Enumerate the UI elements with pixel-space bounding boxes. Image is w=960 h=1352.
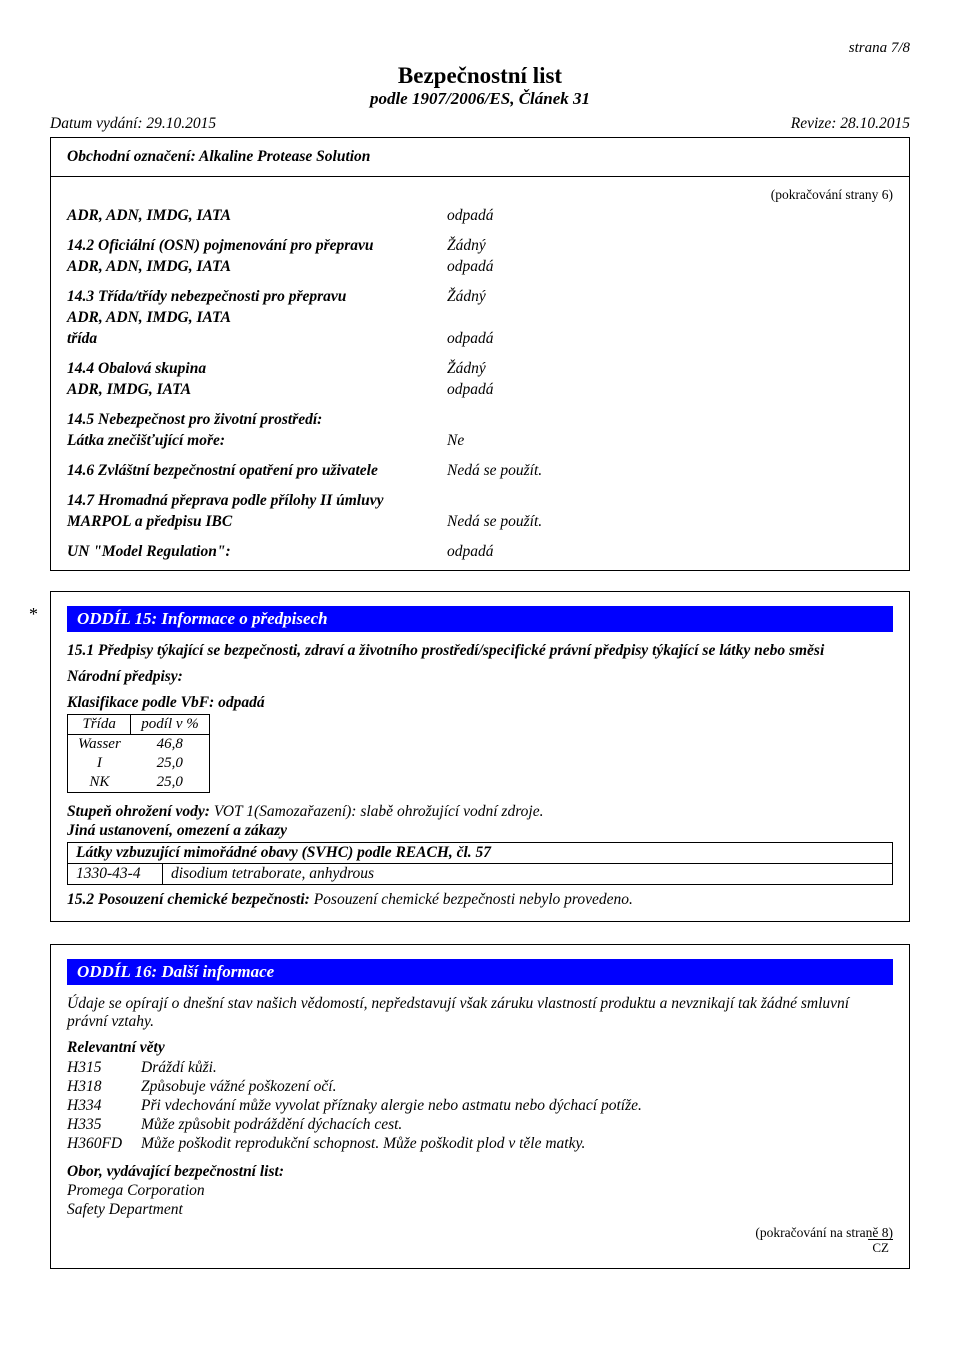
- h-phrase: H318Způsobuje vážné poškození očí.: [67, 1078, 893, 1096]
- s15-assessment: 15.2 Posouzení chemické bezpečnosti: Pos…: [67, 891, 893, 909]
- doc-title: Bezpečnostní list: [50, 63, 910, 89]
- kv-label: 14.2 Oficiální (OSN) pojmenování pro pře…: [67, 237, 447, 255]
- kv-label: UN "Model Regulation":: [67, 543, 447, 561]
- revision-date: Revize: 28.10.2015: [791, 115, 910, 133]
- table-cell: 25,0: [131, 754, 210, 773]
- s15-water: Stupeň ohrožení vody: VOT 1(Samozařazení…: [67, 803, 893, 821]
- issuer-org: Promega Corporation: [67, 1182, 893, 1200]
- kv-value: odpadá: [447, 258, 494, 276]
- section-15-box: * ODDÍL 15: Informace o předpisech 15.1 …: [50, 591, 910, 922]
- kv-value: Ne: [447, 432, 464, 450]
- th-pct: podíl v %: [131, 715, 210, 735]
- section-16-header: ODDÍL 16: Další informace: [67, 959, 893, 985]
- section-16-box: ODDÍL 16: Další informace Údaje se opíra…: [50, 944, 910, 1269]
- kv-value: odpadá: [447, 330, 494, 348]
- s15-p1: 15.1 Předpisy týkající se bezpečnosti, z…: [67, 642, 893, 660]
- table-cell: NK: [68, 773, 131, 793]
- h-phrase: H315Dráždí kůži.: [67, 1059, 893, 1077]
- table-cell: 25,0: [131, 773, 210, 793]
- issuer-dept: Safety Department: [67, 1201, 893, 1219]
- kv-label: ADR, IMDG, IATA: [67, 381, 447, 399]
- star-marker: *: [29, 604, 38, 625]
- kv-value: Žádný: [447, 237, 486, 255]
- section-15-header: ODDÍL 15: Informace o předpisech: [67, 606, 893, 632]
- s15-p2: Národní předpisy:: [67, 668, 893, 686]
- doc-subtitle: podle 1907/2006/ES, Článek 31: [50, 89, 910, 109]
- kv-value: odpadá: [447, 381, 494, 399]
- svhc-box: Látky vzbuzující mimořádné obavy (SVHC) …: [67, 842, 893, 885]
- vbf-table: Třídapodíl v % Wasser46,8 I25,0 NK25,0: [67, 714, 210, 793]
- kv-value: Nedá se použít.: [447, 513, 542, 531]
- h-phrase: H335Může způsobit podráždění dýchacích c…: [67, 1116, 893, 1134]
- kv-label: MARPOL a předpisu IBC: [67, 513, 447, 531]
- kv-value: Žádný: [447, 360, 486, 378]
- table-cell: 46,8: [131, 735, 210, 755]
- th-class: Třída: [68, 715, 131, 735]
- lang-code: CZ: [67, 1239, 893, 1256]
- svhc-header: Látky vzbuzující mimořádné obavy (SVHC) …: [68, 843, 892, 864]
- kv-label: 14.6 Zvláštní bezpečnostní opatření pro …: [67, 462, 447, 480]
- s15-p3: Klasifikace podle VbF: odpadá: [67, 694, 893, 712]
- kv-value: odpadá: [447, 207, 494, 225]
- product-label: Obchodní označení: Alkaline Protease Sol…: [51, 148, 909, 170]
- kv-label: 14.4 Obalová skupina: [67, 360, 447, 378]
- kv-label: Látka znečišťující moře:: [67, 432, 447, 450]
- kv-label: ADR, ADN, IMDG, IATA: [67, 309, 447, 327]
- cas-number: 1330-43-4: [68, 864, 163, 884]
- kv-label: 14.5 Nebezpečnost pro životní prostředí:: [67, 411, 447, 429]
- kv-label: ADR, ADN, IMDG, IATA: [67, 258, 447, 276]
- page-number: strana 7/8: [50, 40, 910, 57]
- table-cell: I: [68, 754, 131, 773]
- issuer-label: Obor, vydávající bezpečnostní list:: [67, 1163, 893, 1181]
- table-cell: Wasser: [68, 735, 131, 755]
- s15-other: Jiná ustanovení, omezení a zákazy: [67, 822, 893, 840]
- kv-value: odpadá: [447, 543, 494, 561]
- kv-value: Nedá se použít.: [447, 462, 542, 480]
- kv-label: třída: [67, 330, 447, 348]
- substance-name: disodium tetraborate, anhydrous: [163, 864, 382, 884]
- header-dates: Datum vydání: 29.10.2015 Revize: 28.10.2…: [50, 115, 910, 133]
- kv-value: Žádný: [447, 288, 486, 306]
- continuation-prev: (pokračování strany 6): [51, 187, 909, 207]
- issue-date: Datum vydání: 29.10.2015: [50, 115, 216, 133]
- h-phrase: H334Při vdechování může vyvolat příznaky…: [67, 1097, 893, 1115]
- section-14-box: Obchodní označení: Alkaline Protease Sol…: [50, 137, 910, 571]
- kv-label: 14.3 Třída/třídy nebezpečnosti pro přepr…: [67, 288, 447, 306]
- s16-intro: Údaje se opírají o dnešní stav našich vě…: [67, 995, 893, 1031]
- kv-label: ADR, ADN, IMDG, IATA: [67, 207, 447, 225]
- relevant-phrases-title: Relevantní věty: [67, 1039, 893, 1057]
- h-phrase: H360FDMůže poškodit reprodukční schopnos…: [67, 1135, 893, 1153]
- kv-label: 14.7 Hromadná přeprava podle přílohy II …: [67, 492, 447, 510]
